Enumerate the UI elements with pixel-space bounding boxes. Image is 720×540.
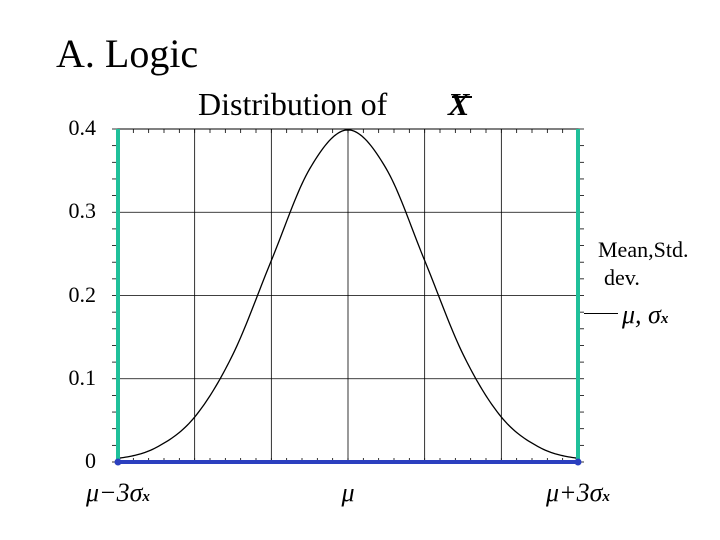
y-tick-label: 0.3 <box>68 198 97 224</box>
baseline-endpoint <box>114 458 122 466</box>
overbar <box>452 96 472 98</box>
annotation-line1: Mean,Std. <box>598 237 689 262</box>
x-tick-label: μ+3σx <box>546 478 610 508</box>
y-tick-label: 0.2 <box>68 281 97 307</box>
annotation-text: Mean,Std. dev. <box>598 236 688 292</box>
annotation-symbol: μ, σx <box>622 300 668 330</box>
x-tick-label-main: μ+3σ <box>546 478 603 507</box>
annotation-symbol-sub: x <box>660 311 669 327</box>
y-tick-label: 0.1 <box>68 364 97 390</box>
x-tick-label-main: μ <box>341 478 355 507</box>
chart-title-symbol: X <box>448 86 470 122</box>
x-tick-label-main: μ−3σ <box>86 478 143 507</box>
annotation-line2: dev. <box>604 265 640 290</box>
baseline-endpoint <box>574 458 582 466</box>
x-tick-label: μ−3σx <box>86 478 150 508</box>
chart-title: Distribution of <box>198 86 388 122</box>
slide-title: A. Logic <box>56 31 199 76</box>
density-curve <box>117 129 579 459</box>
x-tick-label-sub: x <box>602 489 610 505</box>
x-tick-label-sub: x <box>142 489 150 505</box>
annotation-symbol-main: μ, σ <box>622 300 661 329</box>
y-tick-label: 0 <box>85 448 96 473</box>
y-tick-label: 0.4 <box>68 115 97 140</box>
annotation-leader-line <box>584 313 618 314</box>
x-tick-label: μ <box>342 478 355 508</box>
